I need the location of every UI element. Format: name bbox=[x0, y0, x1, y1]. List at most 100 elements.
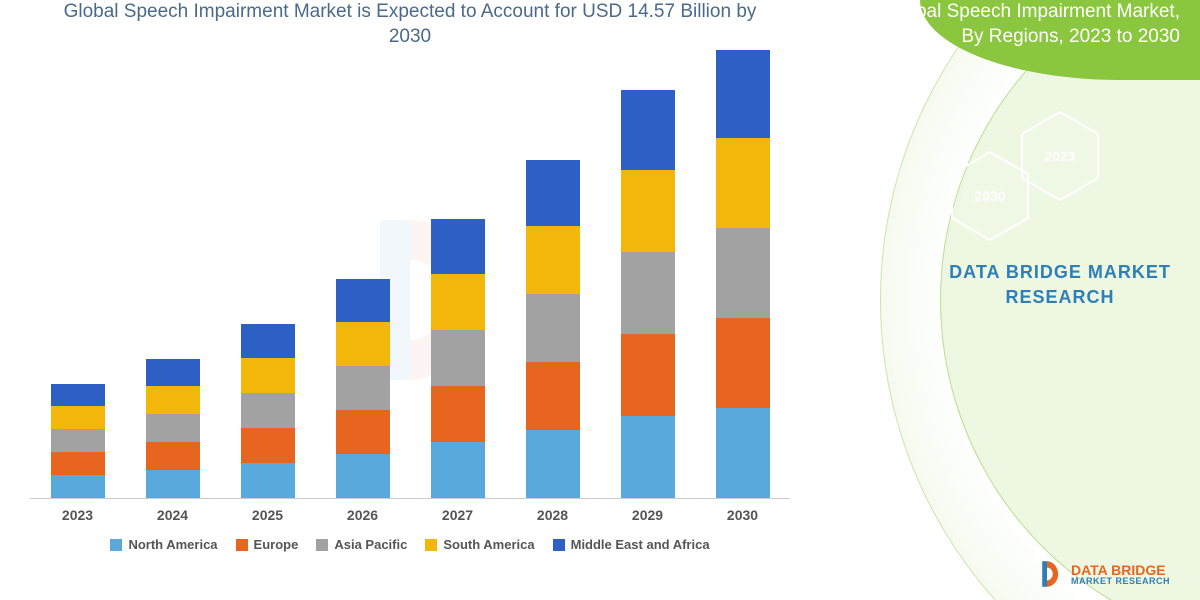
bar-segment bbox=[716, 408, 770, 498]
x-axis-label: 2025 bbox=[228, 507, 308, 523]
bar-segment bbox=[431, 219, 485, 274]
stacked-bar bbox=[716, 50, 770, 498]
brand-line2: RESEARCH bbox=[1005, 287, 1114, 307]
stacked-bar bbox=[526, 160, 580, 498]
hexagon-2030: 2030 bbox=[950, 150, 1030, 242]
bar-segment bbox=[146, 414, 200, 442]
bar-segment bbox=[526, 294, 580, 362]
chart-title: Global Speech Impairment Market is Expec… bbox=[20, 0, 800, 59]
bar-segment bbox=[51, 384, 105, 406]
bar-segment bbox=[526, 226, 580, 294]
bar-segment bbox=[431, 330, 485, 386]
bar-segment bbox=[716, 50, 770, 138]
bar-segment bbox=[621, 90, 675, 170]
bar-segment bbox=[621, 334, 675, 416]
bar-segment bbox=[146, 470, 200, 498]
bar-group bbox=[133, 359, 213, 498]
legend-label: Middle East and Africa bbox=[571, 537, 710, 552]
bar-segment bbox=[526, 362, 580, 430]
bar-group bbox=[703, 50, 783, 498]
bar-segment bbox=[241, 393, 295, 428]
bar-segment bbox=[336, 279, 390, 322]
side-panel-title: Global Speech Impairment Market, By Regi… bbox=[880, 0, 1180, 49]
bar-segment bbox=[621, 252, 675, 334]
bar-group bbox=[608, 90, 688, 498]
bar-segment bbox=[146, 442, 200, 470]
footer-logo-text: DATA BRIDGE MARKET RESEARCH bbox=[1071, 563, 1170, 586]
stacked-bar bbox=[621, 90, 675, 498]
x-axis-label: 2026 bbox=[323, 507, 403, 523]
bar-segment bbox=[526, 430, 580, 498]
legend-label: Asia Pacific bbox=[334, 537, 407, 552]
bar-segment bbox=[621, 416, 675, 498]
hex-label-2023: 2023 bbox=[1044, 148, 1075, 164]
main-container: Global Speech Impairment Market is Expec… bbox=[0, 0, 1200, 600]
legend-swatch bbox=[236, 539, 248, 551]
bars-container bbox=[30, 69, 790, 499]
bar-segment bbox=[336, 366, 390, 410]
legend-label: South America bbox=[443, 537, 534, 552]
bar-segment bbox=[716, 318, 770, 408]
brand-text: DATA BRIDGE MARKET RESEARCH bbox=[940, 260, 1180, 310]
bar-group bbox=[323, 279, 403, 498]
x-axis-label: 2027 bbox=[418, 507, 498, 523]
footer-logo: DATA BRIDGE MARKET RESEARCH bbox=[1031, 558, 1170, 590]
legend: North America Europe Asia Pacific South Ame… bbox=[30, 537, 790, 552]
footer-logo-icon bbox=[1031, 558, 1063, 590]
legend-swatch bbox=[553, 539, 565, 551]
bar-segment bbox=[51, 429, 105, 452]
legend-swatch bbox=[425, 539, 437, 551]
stacked-bar bbox=[336, 279, 390, 498]
bar-segment bbox=[51, 406, 105, 429]
legend-item: North America bbox=[110, 537, 217, 552]
legend-item: Europe bbox=[236, 537, 299, 552]
bar-group bbox=[228, 324, 308, 498]
bar-segment bbox=[621, 170, 675, 252]
footer-logo-line2: MARKET RESEARCH bbox=[1071, 577, 1170, 586]
bar-segment bbox=[241, 358, 295, 393]
bar-segment bbox=[241, 324, 295, 358]
bar-group bbox=[38, 384, 118, 498]
brand-line1: DATA BRIDGE MARKET bbox=[949, 262, 1171, 282]
legend-item: South America bbox=[425, 537, 534, 552]
bar-segment bbox=[336, 410, 390, 454]
bar-segment bbox=[716, 138, 770, 228]
bar-segment bbox=[146, 359, 200, 386]
bar-segment bbox=[336, 322, 390, 366]
stacked-bar bbox=[241, 324, 295, 498]
x-axis-label: 2023 bbox=[38, 507, 118, 523]
legend-label: North America bbox=[128, 537, 217, 552]
stacked-bar bbox=[51, 384, 105, 498]
legend-swatch bbox=[316, 539, 328, 551]
x-axis-label: 2028 bbox=[513, 507, 593, 523]
x-axis-label: 2024 bbox=[133, 507, 213, 523]
footer-logo-line1: DATA BRIDGE bbox=[1071, 563, 1170, 577]
bar-segment bbox=[241, 428, 295, 463]
bar-segment bbox=[431, 442, 485, 498]
x-axis-labels: 2023 2024 2025 2026 2027 2028 2029 2030 bbox=[30, 507, 790, 523]
bar-segment bbox=[716, 228, 770, 318]
bar-segment bbox=[526, 160, 580, 226]
x-axis-label: 2030 bbox=[703, 507, 783, 523]
stacked-bar bbox=[431, 219, 485, 498]
bar-group bbox=[513, 160, 593, 498]
bar-segment bbox=[51, 452, 105, 475]
legend-item: Middle East and Africa bbox=[553, 537, 710, 552]
stacked-bar bbox=[146, 359, 200, 498]
chart-area bbox=[30, 69, 790, 499]
x-axis-label: 2029 bbox=[608, 507, 688, 523]
bar-segment bbox=[51, 475, 105, 498]
legend-label: Europe bbox=[254, 537, 299, 552]
chart-panel: Global Speech Impairment Market is Expec… bbox=[0, 0, 820, 600]
legend-item: Asia Pacific bbox=[316, 537, 407, 552]
hexagon-2023: 2023 bbox=[1020, 110, 1100, 202]
hex-label-2030: 2030 bbox=[974, 188, 1005, 204]
bar-segment bbox=[431, 274, 485, 330]
bar-segment bbox=[431, 386, 485, 442]
bar-segment bbox=[146, 386, 200, 414]
bar-group bbox=[418, 219, 498, 498]
side-panel: Global Speech Impairment Market, By Regi… bbox=[820, 0, 1200, 600]
legend-swatch bbox=[110, 539, 122, 551]
bar-segment bbox=[241, 463, 295, 498]
bar-segment bbox=[336, 454, 390, 498]
